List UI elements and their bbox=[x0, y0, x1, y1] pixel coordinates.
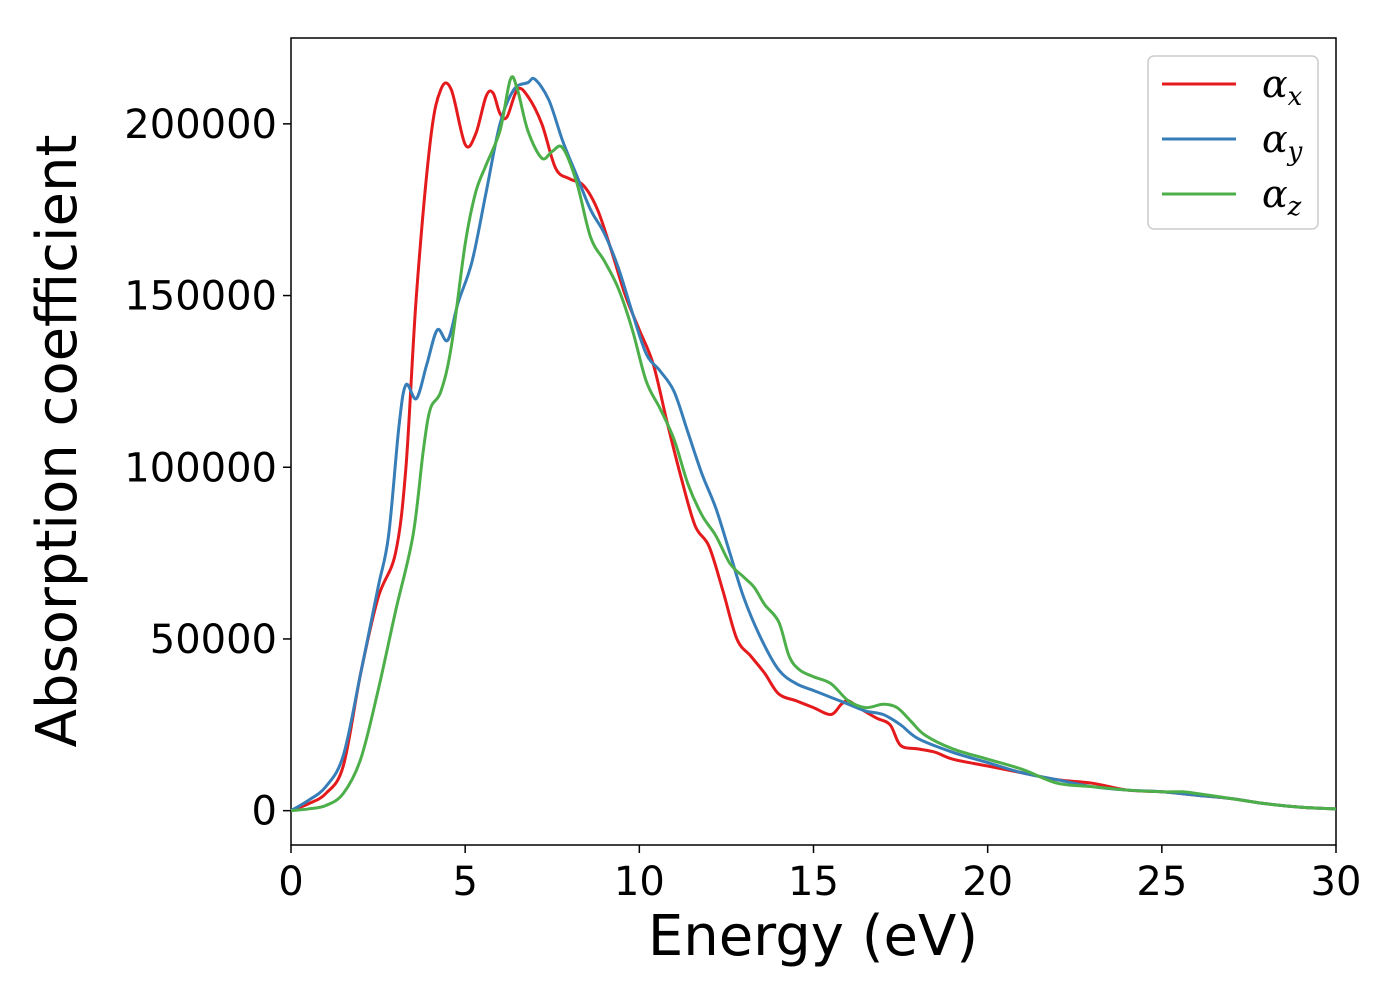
y-tick-label: 150000 bbox=[124, 274, 277, 320]
x-tick-label: 20 bbox=[962, 859, 1013, 905]
x-tick-label: 25 bbox=[1136, 859, 1187, 905]
series-layer bbox=[290, 75, 1337, 813]
legend-frame bbox=[1147, 55, 1319, 230]
legend-label-alpha-x: αx bbox=[1262, 62, 1303, 112]
y-axis-title: Absorption coefficient bbox=[25, 135, 90, 748]
y-tick-label: 0 bbox=[252, 789, 277, 835]
y-tick-label: 100000 bbox=[124, 445, 277, 491]
legend-label-alpha-z: αz bbox=[1262, 172, 1302, 222]
x-tick-label: 15 bbox=[788, 859, 839, 905]
y-tick-label: 50000 bbox=[150, 617, 277, 663]
legend-label-alpha-y: αy bbox=[1262, 117, 1303, 167]
y-tick-label: 200000 bbox=[124, 102, 277, 148]
x-tick-label: 0 bbox=[278, 859, 303, 905]
x-axis-title: Energy (eV) bbox=[648, 904, 978, 969]
x-tick-label: 10 bbox=[614, 859, 665, 905]
x-tick-label: 30 bbox=[1311, 859, 1362, 905]
series-line-alpha-z bbox=[290, 75, 1337, 813]
x-axis-ticks: 0 5 10 15 20 25 30 bbox=[278, 845, 1361, 905]
x-tick-label: 5 bbox=[452, 859, 477, 905]
series-line-alpha-y bbox=[290, 76, 1337, 812]
y-axis-ticks: 0 50000 100000 150000 200000 bbox=[124, 102, 291, 835]
